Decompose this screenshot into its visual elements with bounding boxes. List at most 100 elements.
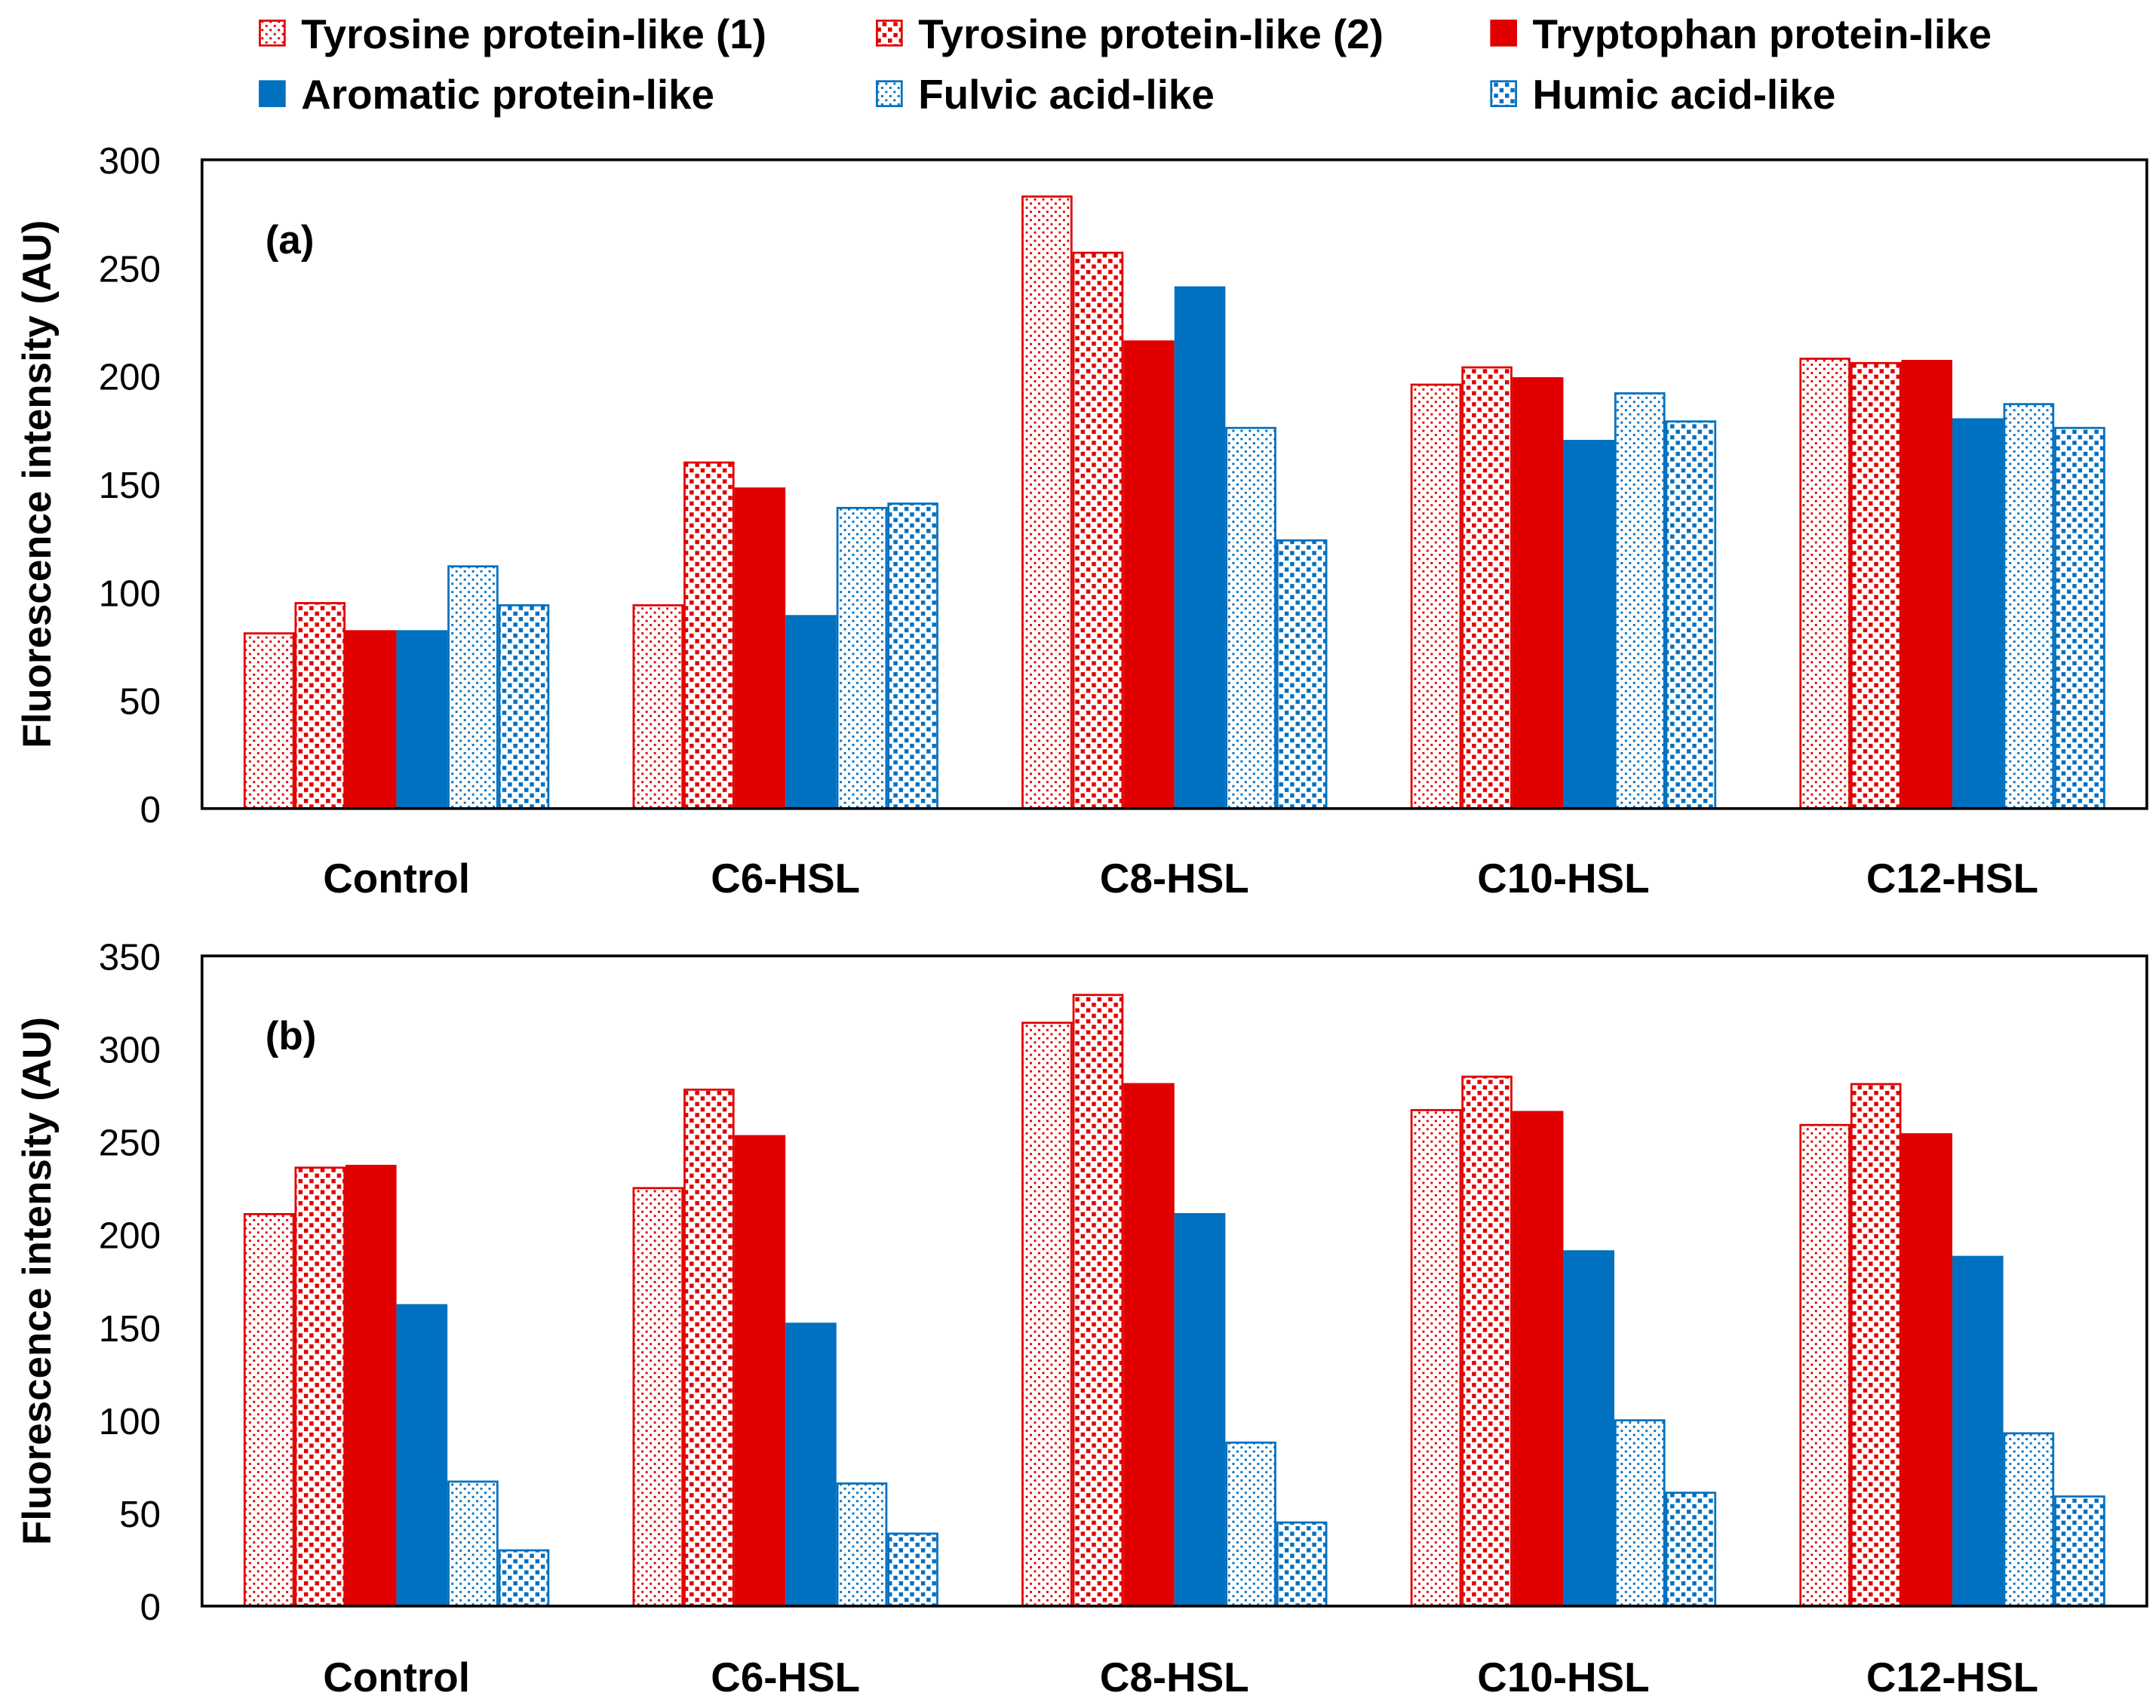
bar [887, 1532, 938, 1608]
bar [1512, 1111, 1564, 1608]
x-tick-label: Control [323, 855, 470, 902]
x-tick-label: C10-HSL [1477, 1654, 1649, 1700]
y-axis-label: Fluorescence intensity (AU) [15, 220, 60, 748]
bar [887, 502, 938, 810]
bar [836, 506, 888, 810]
x-tick-label: Control [323, 1654, 470, 1700]
panel-label: (b) [266, 1014, 317, 1058]
legend-swatch [259, 80, 286, 107]
x-tick-label: C10-HSL [1477, 855, 1649, 902]
legend-swatch [1490, 80, 1517, 107]
y-tick-label: 50 [119, 1494, 161, 1535]
x-tick-label: C6-HSL [711, 1654, 860, 1700]
bar [1614, 392, 1666, 810]
bar [2003, 403, 2055, 810]
bar [632, 1187, 684, 1608]
y-tick-label: 300 [99, 1029, 161, 1071]
y-tick-label: 200 [99, 1215, 161, 1257]
plot-frame [200, 954, 2148, 1608]
y-tick-label: 0 [140, 789, 161, 831]
legend-label: Humic acid-like [1533, 71, 1836, 118]
bar [836, 1482, 888, 1608]
legend: Tyrosine protein-like (1) Tyrosine protei… [259, 11, 1992, 118]
bar [1174, 286, 1226, 810]
bar [1174, 1212, 1226, 1608]
x-tick-label: C6-HSL [711, 855, 860, 902]
bar [294, 602, 346, 810]
legend-label: Fulvic acid-like [918, 71, 1215, 118]
bar [346, 1164, 397, 1608]
legend-swatch [1490, 20, 1517, 47]
bar [1123, 1083, 1175, 1608]
bar [2054, 426, 2105, 810]
bar [1461, 1075, 1513, 1608]
bar [1123, 340, 1175, 810]
bar [1021, 195, 1073, 810]
bar [447, 1480, 499, 1608]
bar [1563, 440, 1614, 810]
legend-label: Tyrosine protein-like (2) [918, 11, 1384, 57]
legend-swatch [876, 80, 903, 107]
bar [346, 630, 397, 810]
y-tick-label: 100 [99, 573, 161, 614]
bar [1665, 1491, 1717, 1608]
legend-label: Tyrosine protein-like (1) [301, 11, 766, 57]
y-tick-label: 200 [99, 357, 161, 398]
bar [683, 1089, 735, 1608]
bar [1799, 1123, 1850, 1608]
bar [1614, 1419, 1666, 1608]
bar [1021, 1021, 1073, 1608]
bar [1225, 426, 1276, 810]
bar [1563, 1250, 1614, 1608]
bar [1799, 358, 1850, 810]
bar [1665, 420, 1717, 810]
x-tick-label: C12-HSL [1866, 855, 2038, 902]
bar [1461, 366, 1513, 810]
x-tick-label: C8-HSL [1100, 1654, 1249, 1700]
x-tick-label: C12-HSL [1866, 1654, 2038, 1700]
plot-frame [200, 158, 2148, 810]
bar [243, 1212, 295, 1608]
y-tick-label: 100 [99, 1401, 161, 1442]
bar [1276, 539, 1328, 810]
bar [1225, 1441, 1276, 1608]
bar [2003, 1432, 2055, 1608]
bar [447, 565, 499, 810]
bar [294, 1166, 346, 1608]
bar [1276, 1521, 1328, 1608]
panel-a: 0 50 100 150 200 250 300 Control C6-HSL C8-HSL C10… [15, 140, 2148, 902]
bar [1901, 1133, 1953, 1608]
bar [1952, 1255, 2004, 1608]
legend-swatch [259, 20, 286, 47]
bar [1410, 383, 1462, 810]
y-tick-label: 250 [99, 1123, 161, 1164]
legend-label: Aromatic protein-like [301, 71, 714, 118]
bar [498, 1549, 550, 1608]
bar [632, 604, 684, 810]
legend-label: Tryptophan protein-like [1533, 11, 1992, 57]
bar [734, 487, 786, 810]
y-tick-label: 150 [99, 465, 161, 506]
x-tick-label: C8-HSL [1100, 855, 1249, 902]
bar [785, 1322, 837, 1608]
y-tick-label: 300 [99, 140, 161, 182]
bar [396, 1304, 448, 1608]
bar [1850, 1083, 1902, 1608]
bar [734, 1135, 786, 1608]
legend-swatch [876, 20, 903, 47]
y-tick-label: 250 [99, 248, 161, 290]
y-tick-label: 50 [119, 681, 161, 723]
y-tick-label: 0 [140, 1587, 161, 1628]
panel-b: 0 50 100 150 200 250 300 350 Control C6-HSL C8-HSL… [15, 936, 2148, 1700]
panel-label: (a) [266, 218, 315, 263]
y-tick-label: 150 [99, 1308, 161, 1350]
bar [243, 632, 295, 810]
bar [396, 630, 448, 810]
bar [498, 604, 550, 810]
bar [1072, 994, 1124, 1608]
bar [683, 461, 735, 810]
bar [1850, 361, 1902, 810]
bar [1410, 1109, 1462, 1608]
bar [1072, 251, 1124, 810]
